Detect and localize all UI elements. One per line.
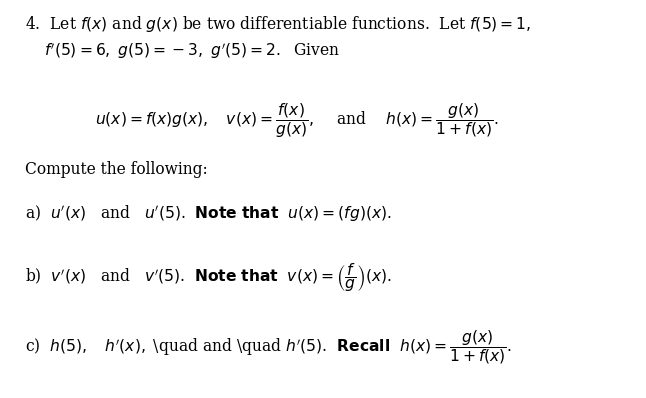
Text: $u(x) = f(x)g(x), \quad v(x) = \dfrac{f(x)}{g(x)},\quad$ and $\quad h(x) = \dfra: $u(x) = f(x)g(x), \quad v(x) = \dfrac{f(…	[96, 101, 499, 140]
Text: 4.  Let $f(x)$ and $g(x)$ be two differentiable functions.  Let $f(5) = 1,$: 4. Let $f(x)$ and $g(x)$ be two differen…	[25, 14, 531, 34]
Text: $f'(5) = 6,\ g(5) = -3,\ g'(5) = 2.$  Given: $f'(5) = 6,\ g(5) = -3,\ g'(5) = 2.$ Giv…	[44, 42, 340, 61]
Text: a)  $u'(x)$   and   $u'(5)$.  $\mathbf{Note\ that}$  $u(x) = (fg)(x).$: a) $u'(x)$ and $u'(5)$. $\mathbf{Note\ t…	[25, 203, 391, 223]
Text: c)  $h(5),\quad h'(x),$ \quad and \quad $h'(5)$.  $\mathbf{Recall}$  $h(x) = \df: c) $h(5),\quad h'(x),$ \quad and \quad $…	[25, 328, 512, 366]
Text: b)  $v'(x)$   and   $v'(5)$.  $\mathbf{Note\ that}$  $v(x) = \left(\dfrac{f}{g}\: b) $v'(x)$ and $v'(5)$. $\mathbf{Note\ t…	[25, 261, 391, 294]
Text: Compute the following:: Compute the following:	[25, 161, 207, 178]
